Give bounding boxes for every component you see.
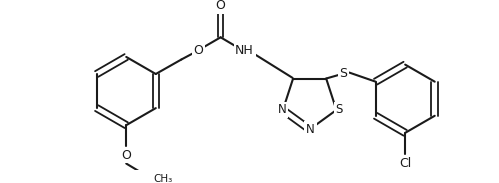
Text: Cl: Cl bbox=[399, 157, 411, 170]
Text: O: O bbox=[121, 149, 131, 162]
Text: N: N bbox=[306, 123, 315, 136]
Text: N: N bbox=[277, 104, 286, 117]
Text: CH₃: CH₃ bbox=[154, 174, 173, 183]
Text: O: O bbox=[216, 0, 226, 12]
Text: S: S bbox=[335, 104, 343, 117]
Text: NH: NH bbox=[235, 44, 254, 57]
Text: O: O bbox=[194, 44, 204, 57]
Text: S: S bbox=[339, 67, 347, 80]
